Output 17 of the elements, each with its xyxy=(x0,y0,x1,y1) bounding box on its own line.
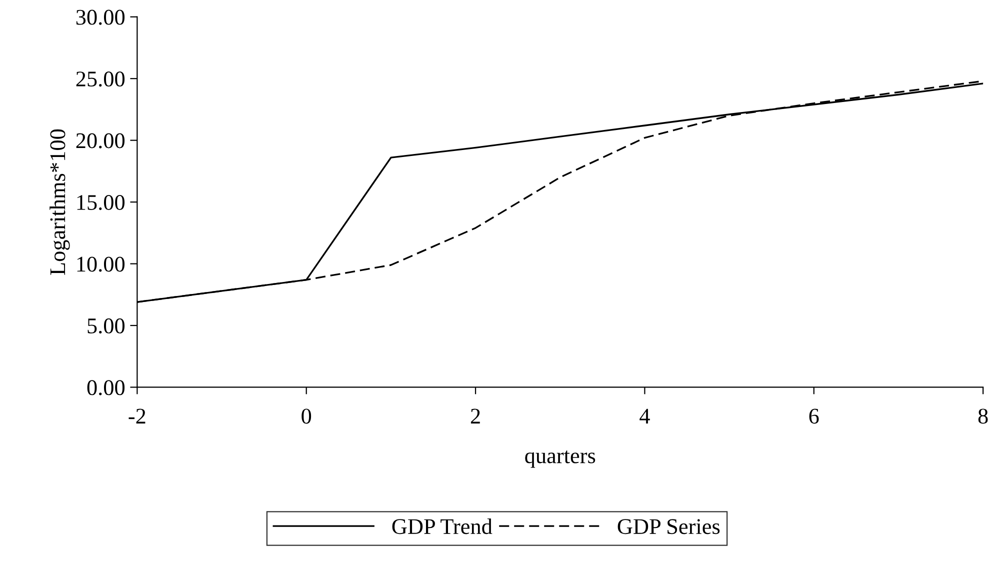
x-tick-label: 4 xyxy=(640,408,650,424)
y-tick-label: 10.00 xyxy=(77,256,125,272)
y-tick-label: 15.00 xyxy=(77,194,125,210)
x-tick-label: 2 xyxy=(470,408,480,424)
x-tick-label: 6 xyxy=(809,408,819,424)
legend-label: GDP Series xyxy=(618,519,720,534)
x-tick-label: 0 xyxy=(302,408,312,424)
y-tick-label: 20.00 xyxy=(76,133,125,148)
y-tick-label: 0.00 xyxy=(87,380,125,396)
legend-label: GDP Trend xyxy=(392,518,492,534)
x-tick-label: -2 xyxy=(128,408,146,424)
y-tick-label: 25.00 xyxy=(76,72,125,87)
y-tick-label: 5.00 xyxy=(88,318,125,334)
y-axis-title: Logarithms*100 xyxy=(50,129,70,275)
x-axis-title: quarters xyxy=(525,450,596,468)
y-tick-label: 30.00 xyxy=(76,10,125,25)
x-tick-label: 8 xyxy=(978,408,988,424)
